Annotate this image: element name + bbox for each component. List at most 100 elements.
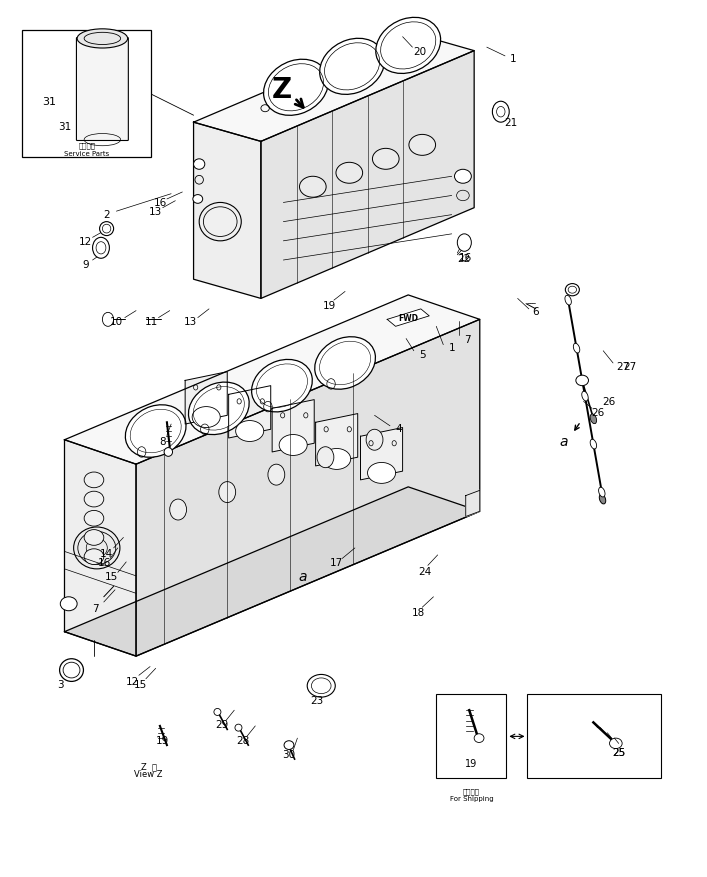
- Text: 7: 7: [92, 603, 99, 613]
- Ellipse shape: [300, 177, 326, 198]
- Ellipse shape: [235, 724, 242, 731]
- Ellipse shape: [84, 510, 104, 526]
- Text: 2: 2: [103, 210, 110, 219]
- Text: 3: 3: [57, 680, 64, 689]
- Ellipse shape: [284, 741, 294, 750]
- Polygon shape: [64, 488, 480, 656]
- Ellipse shape: [164, 448, 173, 457]
- Text: 14: 14: [100, 548, 113, 559]
- Text: FWD: FWD: [398, 314, 419, 323]
- Text: a: a: [560, 434, 568, 448]
- Text: 23: 23: [310, 695, 324, 705]
- Ellipse shape: [252, 360, 312, 412]
- Ellipse shape: [194, 160, 205, 170]
- Text: 19: 19: [323, 301, 337, 311]
- Text: 9: 9: [82, 260, 89, 269]
- Ellipse shape: [474, 734, 484, 743]
- Circle shape: [492, 102, 509, 123]
- Text: 22: 22: [457, 254, 471, 264]
- Text: 21: 21: [504, 118, 518, 128]
- Text: 25: 25: [612, 747, 625, 757]
- Ellipse shape: [455, 170, 472, 184]
- Ellipse shape: [84, 530, 104, 545]
- Bar: [527, 695, 661, 779]
- Circle shape: [93, 238, 110, 259]
- Ellipse shape: [376, 18, 440, 75]
- Text: Z: Z: [272, 76, 292, 103]
- Ellipse shape: [582, 392, 588, 402]
- FancyBboxPatch shape: [76, 39, 129, 141]
- Polygon shape: [361, 428, 402, 481]
- Polygon shape: [228, 386, 271, 438]
- Text: 16: 16: [154, 198, 168, 208]
- Ellipse shape: [373, 149, 399, 170]
- Circle shape: [219, 482, 235, 503]
- Text: 24: 24: [419, 566, 432, 576]
- Ellipse shape: [320, 39, 385, 96]
- Ellipse shape: [60, 597, 77, 611]
- Polygon shape: [272, 400, 314, 453]
- Ellipse shape: [84, 549, 104, 565]
- Text: 27: 27: [623, 362, 636, 372]
- Text: 12: 12: [126, 676, 139, 686]
- Text: 12: 12: [79, 237, 92, 246]
- Ellipse shape: [566, 284, 579, 296]
- Text: 18: 18: [411, 608, 425, 617]
- Polygon shape: [136, 320, 480, 656]
- Text: 7: 7: [464, 334, 470, 344]
- Text: 26: 26: [602, 397, 615, 407]
- Circle shape: [457, 234, 472, 252]
- Circle shape: [366, 430, 383, 451]
- Polygon shape: [315, 414, 358, 467]
- Ellipse shape: [308, 674, 335, 697]
- Ellipse shape: [193, 196, 203, 204]
- Text: 5: 5: [419, 350, 426, 360]
- Text: 6: 6: [532, 307, 539, 317]
- Text: 13: 13: [184, 317, 197, 327]
- Ellipse shape: [573, 344, 580, 353]
- Bar: [23, 31, 151, 158]
- Ellipse shape: [84, 492, 104, 508]
- Polygon shape: [261, 52, 474, 299]
- Ellipse shape: [100, 223, 114, 236]
- Ellipse shape: [576, 375, 588, 386]
- Text: 1: 1: [448, 343, 455, 353]
- Text: 19: 19: [156, 735, 170, 745]
- Ellipse shape: [125, 405, 186, 458]
- Text: 4: 4: [396, 423, 402, 433]
- Text: 11: 11: [145, 317, 158, 327]
- Text: Service Parts: Service Parts: [64, 151, 110, 156]
- Ellipse shape: [599, 488, 605, 497]
- Circle shape: [170, 500, 187, 520]
- Text: 15: 15: [134, 680, 147, 689]
- Text: Z  視: Z 視: [141, 761, 157, 771]
- Text: 27: 27: [617, 362, 629, 372]
- Ellipse shape: [59, 659, 83, 681]
- Polygon shape: [64, 440, 136, 656]
- Text: 31: 31: [42, 97, 56, 107]
- Ellipse shape: [84, 473, 104, 488]
- Ellipse shape: [74, 527, 120, 569]
- Ellipse shape: [214, 709, 221, 716]
- Text: 30: 30: [282, 749, 296, 759]
- Ellipse shape: [192, 407, 220, 428]
- Ellipse shape: [77, 30, 128, 49]
- Ellipse shape: [600, 495, 606, 504]
- Ellipse shape: [279, 435, 308, 456]
- Text: 10: 10: [110, 317, 123, 327]
- Ellipse shape: [315, 338, 375, 389]
- Text: For Shipping: For Shipping: [450, 795, 493, 802]
- Text: 8: 8: [159, 436, 166, 446]
- Polygon shape: [194, 123, 261, 299]
- Text: 28: 28: [236, 735, 250, 745]
- Ellipse shape: [189, 382, 249, 435]
- Bar: [436, 695, 506, 779]
- Ellipse shape: [235, 421, 264, 442]
- Text: 補給専用: 補給専用: [78, 142, 95, 149]
- Polygon shape: [64, 296, 480, 465]
- Text: 19: 19: [465, 758, 477, 767]
- Text: 17: 17: [330, 557, 344, 567]
- Ellipse shape: [590, 439, 597, 449]
- Text: 13: 13: [149, 207, 163, 217]
- Text: a: a: [299, 569, 308, 583]
